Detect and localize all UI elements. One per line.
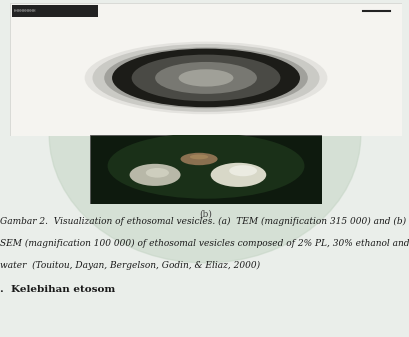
Text: SEM (magnification 100 000) of ethosomal vesicles composed of 2% PL, 30% ethanol: SEM (magnification 100 000) of ethosomal… <box>0 239 409 248</box>
Ellipse shape <box>155 62 256 94</box>
Ellipse shape <box>92 44 319 112</box>
Ellipse shape <box>107 133 304 199</box>
Ellipse shape <box>189 154 208 159</box>
Ellipse shape <box>180 153 217 165</box>
Ellipse shape <box>178 69 233 87</box>
Text: (a): (a) <box>199 143 212 152</box>
Ellipse shape <box>229 165 256 176</box>
Text: water  (Touitou, Dayan, Bergelson, Godin, & Eliaz, 2000): water (Touitou, Dayan, Bergelson, Godin,… <box>0 261 259 270</box>
Ellipse shape <box>146 168 169 178</box>
Text: Gambar 2.  Visualization of ethosomal vesicles. (a)  TEM (magnification 315 000): Gambar 2. Visualization of ethosomal ves… <box>0 217 405 226</box>
Ellipse shape <box>210 163 265 187</box>
Text: .  Kelebihan etosom: . Kelebihan etosom <box>0 285 115 294</box>
Ellipse shape <box>84 41 327 114</box>
Text: HHHHHHHHH: HHHHHHHHH <box>13 9 36 13</box>
Text: (b): (b) <box>199 210 212 219</box>
Circle shape <box>49 7 360 263</box>
Ellipse shape <box>104 48 307 109</box>
Ellipse shape <box>131 55 280 101</box>
Ellipse shape <box>129 164 180 186</box>
Bar <box>12 5 98 17</box>
Ellipse shape <box>112 49 299 107</box>
